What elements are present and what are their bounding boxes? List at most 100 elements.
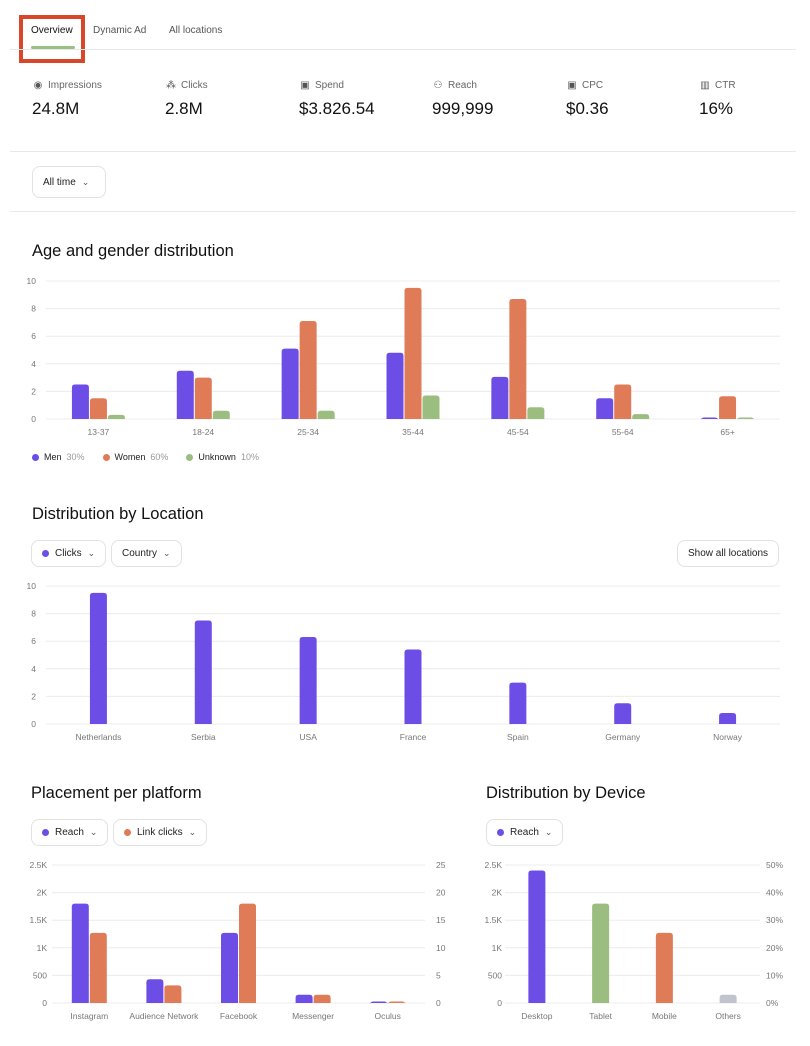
y-tick-label: 1.5K: [30, 915, 48, 925]
stat-spend: ▣ Spend $3.826.54: [299, 80, 375, 119]
y-tick-label: 4: [31, 359, 36, 369]
tab-dynamic-ad[interactable]: Dynamic Ad: [93, 25, 147, 36]
date-filter-label: All time: [43, 176, 76, 188]
y-tick-label: 4: [31, 664, 36, 674]
tab-all-locations[interactable]: All locations: [169, 25, 223, 36]
x-tick-label: 35-44: [402, 427, 424, 437]
reach-dot-icon: [497, 829, 504, 836]
bar-clicks: [404, 649, 422, 724]
device-metric-dropdown[interactable]: Reach ⌄: [486, 819, 564, 846]
age-chart-title: Age and gender distribution: [32, 242, 234, 260]
bar-link-clicks: [388, 1001, 406, 1005]
x-tick-label: Oculus: [374, 1011, 400, 1021]
bar-reach: [295, 994, 313, 1003]
men-dot-icon: [32, 453, 39, 461]
x-tick-label: Audience Network: [129, 1011, 199, 1021]
metric-label: Reach: [55, 827, 84, 838]
bar-reach: [221, 932, 238, 1003]
bar-unknown: [632, 414, 650, 419]
stat-value: 16%: [699, 99, 734, 118]
y-tick-label: 1K: [492, 943, 503, 953]
bar-reach: [71, 903, 89, 1003]
legend-label: Unknown: [198, 452, 236, 462]
legend-label: Men: [44, 452, 62, 462]
y-tick-label: 2: [31, 386, 36, 396]
show-all-locations-button[interactable]: Show all locations: [677, 540, 780, 567]
platform-metric1-dropdown[interactable]: Reach ⌄: [31, 819, 109, 846]
bar-women: [194, 377, 212, 419]
x-tick-label: Spain: [507, 732, 529, 742]
bar-men: [71, 384, 89, 419]
device-chart-title: Distribution by Device: [486, 784, 646, 802]
metric-label: Clicks: [55, 548, 82, 559]
platform-chart-title: Placement per platform: [31, 784, 202, 802]
y-tick-label: 500: [33, 970, 47, 980]
y2-tick-label: 20: [436, 888, 446, 898]
stat-value: $3.826.54: [299, 99, 375, 118]
bar-men: [176, 370, 194, 419]
y2-tick-label: 20%: [766, 943, 783, 953]
chevron-down-icon: ⌄: [87, 548, 96, 558]
y-tick-label: 8: [31, 609, 36, 619]
platform-metric2-dropdown[interactable]: Link clicks ⌄: [113, 819, 208, 846]
stat-label: Impressions: [48, 80, 102, 91]
bar-women: [404, 287, 422, 419]
coin-icon: ▣: [567, 80, 577, 91]
stat-value: 999,999: [432, 99, 494, 118]
legend-pct: 30%: [66, 452, 85, 462]
y-tick-label: 10: [27, 276, 37, 286]
chevron-down-icon: ⌄: [163, 548, 171, 558]
stat-clicks: ⁂ Clicks 2.8M: [165, 80, 208, 119]
divider: [10, 49, 796, 50]
x-tick-label: Tablet: [589, 1011, 612, 1021]
x-tick-label: Messenger: [292, 1011, 334, 1021]
tab-overview[interactable]: Overview: [31, 25, 73, 36]
x-tick-label: Instagram: [70, 1011, 108, 1021]
reach-dot-icon: [42, 829, 49, 836]
link-clicks-dot-icon: [124, 829, 131, 836]
stat-impressions: ◉ Impressions 24.8M: [32, 80, 102, 119]
bar-men: [491, 376, 509, 419]
stat-label-row: ◉ Impressions: [32, 80, 102, 91]
stat-label: CTR: [715, 80, 736, 91]
show-all-label: Show all locations: [688, 548, 769, 559]
y-tick-label: 2K: [492, 888, 503, 898]
bar-link-clicks: [164, 985, 182, 1003]
y-tick-label: 6: [31, 331, 36, 341]
x-tick-label: Mobile: [652, 1011, 677, 1021]
bar-link-clicks: [239, 903, 256, 1003]
stat-reach: ⚇ Reach 999,999: [432, 80, 493, 119]
highlight-box: [19, 15, 85, 63]
bar-unknown: [527, 407, 545, 419]
bar-clicks: [89, 592, 107, 724]
location-scope-dropdown[interactable]: Country ⌄: [111, 540, 182, 567]
bar-link-clicks: [89, 932, 107, 1003]
x-tick-label: 45-54: [507, 427, 529, 437]
bar-women: [719, 396, 737, 419]
x-tick-label: Norway: [713, 732, 743, 742]
x-tick-label: 65+: [720, 427, 734, 437]
bar-men: [386, 352, 404, 419]
date-filter-dropdown[interactable]: All time ⌄: [32, 166, 106, 198]
bar-clicks: [299, 637, 317, 724]
scope-label: Country: [122, 548, 158, 559]
bar-reach: [655, 932, 673, 1003]
divider: [10, 211, 796, 212]
bar-unknown: [737, 417, 755, 421]
x-tick-label: Desktop: [521, 1011, 552, 1021]
bar-men: [701, 417, 719, 421]
divider: [10, 151, 796, 152]
y-tick-label: 2.5K: [485, 860, 503, 870]
bar-unknown: [317, 410, 335, 419]
chart-icon: ▥: [700, 80, 710, 91]
metric-label: Link clicks: [137, 827, 183, 838]
y2-tick-label: 25: [436, 860, 446, 870]
clicks-dot-icon: [42, 550, 49, 557]
location-metric-dropdown[interactable]: Clicks ⌄: [31, 540, 107, 567]
legend-item-unknown: Unknown 10%: [186, 452, 259, 462]
metric-label: Reach: [510, 827, 539, 838]
bar-clicks: [719, 712, 737, 724]
y2-tick-label: 40%: [766, 888, 783, 898]
bar-women: [614, 384, 632, 419]
location-chart-title: Distribution by Location: [32, 505, 204, 523]
